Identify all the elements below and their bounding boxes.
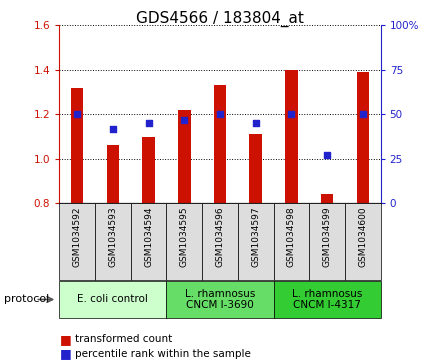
Bar [59, 281, 166, 318]
Point [359, 111, 366, 117]
Text: GSM1034595: GSM1034595 [180, 206, 189, 267]
Text: transformed count: transformed count [75, 334, 172, 344]
Bar [59, 203, 95, 280]
Point [288, 111, 295, 117]
Point [181, 117, 188, 123]
Text: ■: ■ [59, 347, 71, 360]
Text: protocol: protocol [4, 294, 50, 305]
Bar [345, 203, 381, 280]
Text: GSM1034592: GSM1034592 [73, 206, 82, 267]
Text: L. rhamnosus
CNCM I-4317: L. rhamnosus CNCM I-4317 [292, 289, 362, 310]
Bar [202, 203, 238, 280]
Bar [274, 203, 309, 280]
Point [110, 126, 117, 131]
Bar [214, 85, 226, 203]
Text: GSM1034597: GSM1034597 [251, 206, 260, 267]
Bar [143, 136, 155, 203]
Point [323, 152, 330, 158]
Text: L. rhamnosus
CNCM I-3690: L. rhamnosus CNCM I-3690 [185, 289, 255, 310]
Bar [309, 203, 345, 280]
Bar [274, 281, 381, 318]
Bar [166, 281, 274, 318]
Text: percentile rank within the sample: percentile rank within the sample [75, 349, 251, 359]
Bar [71, 87, 84, 203]
Bar [249, 134, 262, 203]
Point [74, 111, 81, 117]
Bar [238, 203, 274, 280]
Text: GSM1034599: GSM1034599 [323, 206, 332, 267]
Bar [106, 146, 119, 203]
Bar [131, 203, 166, 280]
Point [145, 120, 152, 126]
Bar [95, 203, 131, 280]
Bar [285, 70, 297, 203]
Text: GSM1034596: GSM1034596 [216, 206, 224, 267]
Text: E. coli control: E. coli control [77, 294, 148, 305]
Point [252, 120, 259, 126]
Text: GSM1034598: GSM1034598 [287, 206, 296, 267]
Bar [166, 203, 202, 280]
Text: GSM1034600: GSM1034600 [358, 206, 367, 267]
Point [216, 111, 224, 117]
Text: GDS4566 / 183804_at: GDS4566 / 183804_at [136, 11, 304, 27]
Text: GSM1034594: GSM1034594 [144, 206, 153, 267]
Bar [178, 110, 191, 203]
Text: GSM1034593: GSM1034593 [108, 206, 117, 267]
Text: ■: ■ [59, 333, 71, 346]
Bar [321, 195, 334, 203]
Bar [356, 72, 369, 203]
